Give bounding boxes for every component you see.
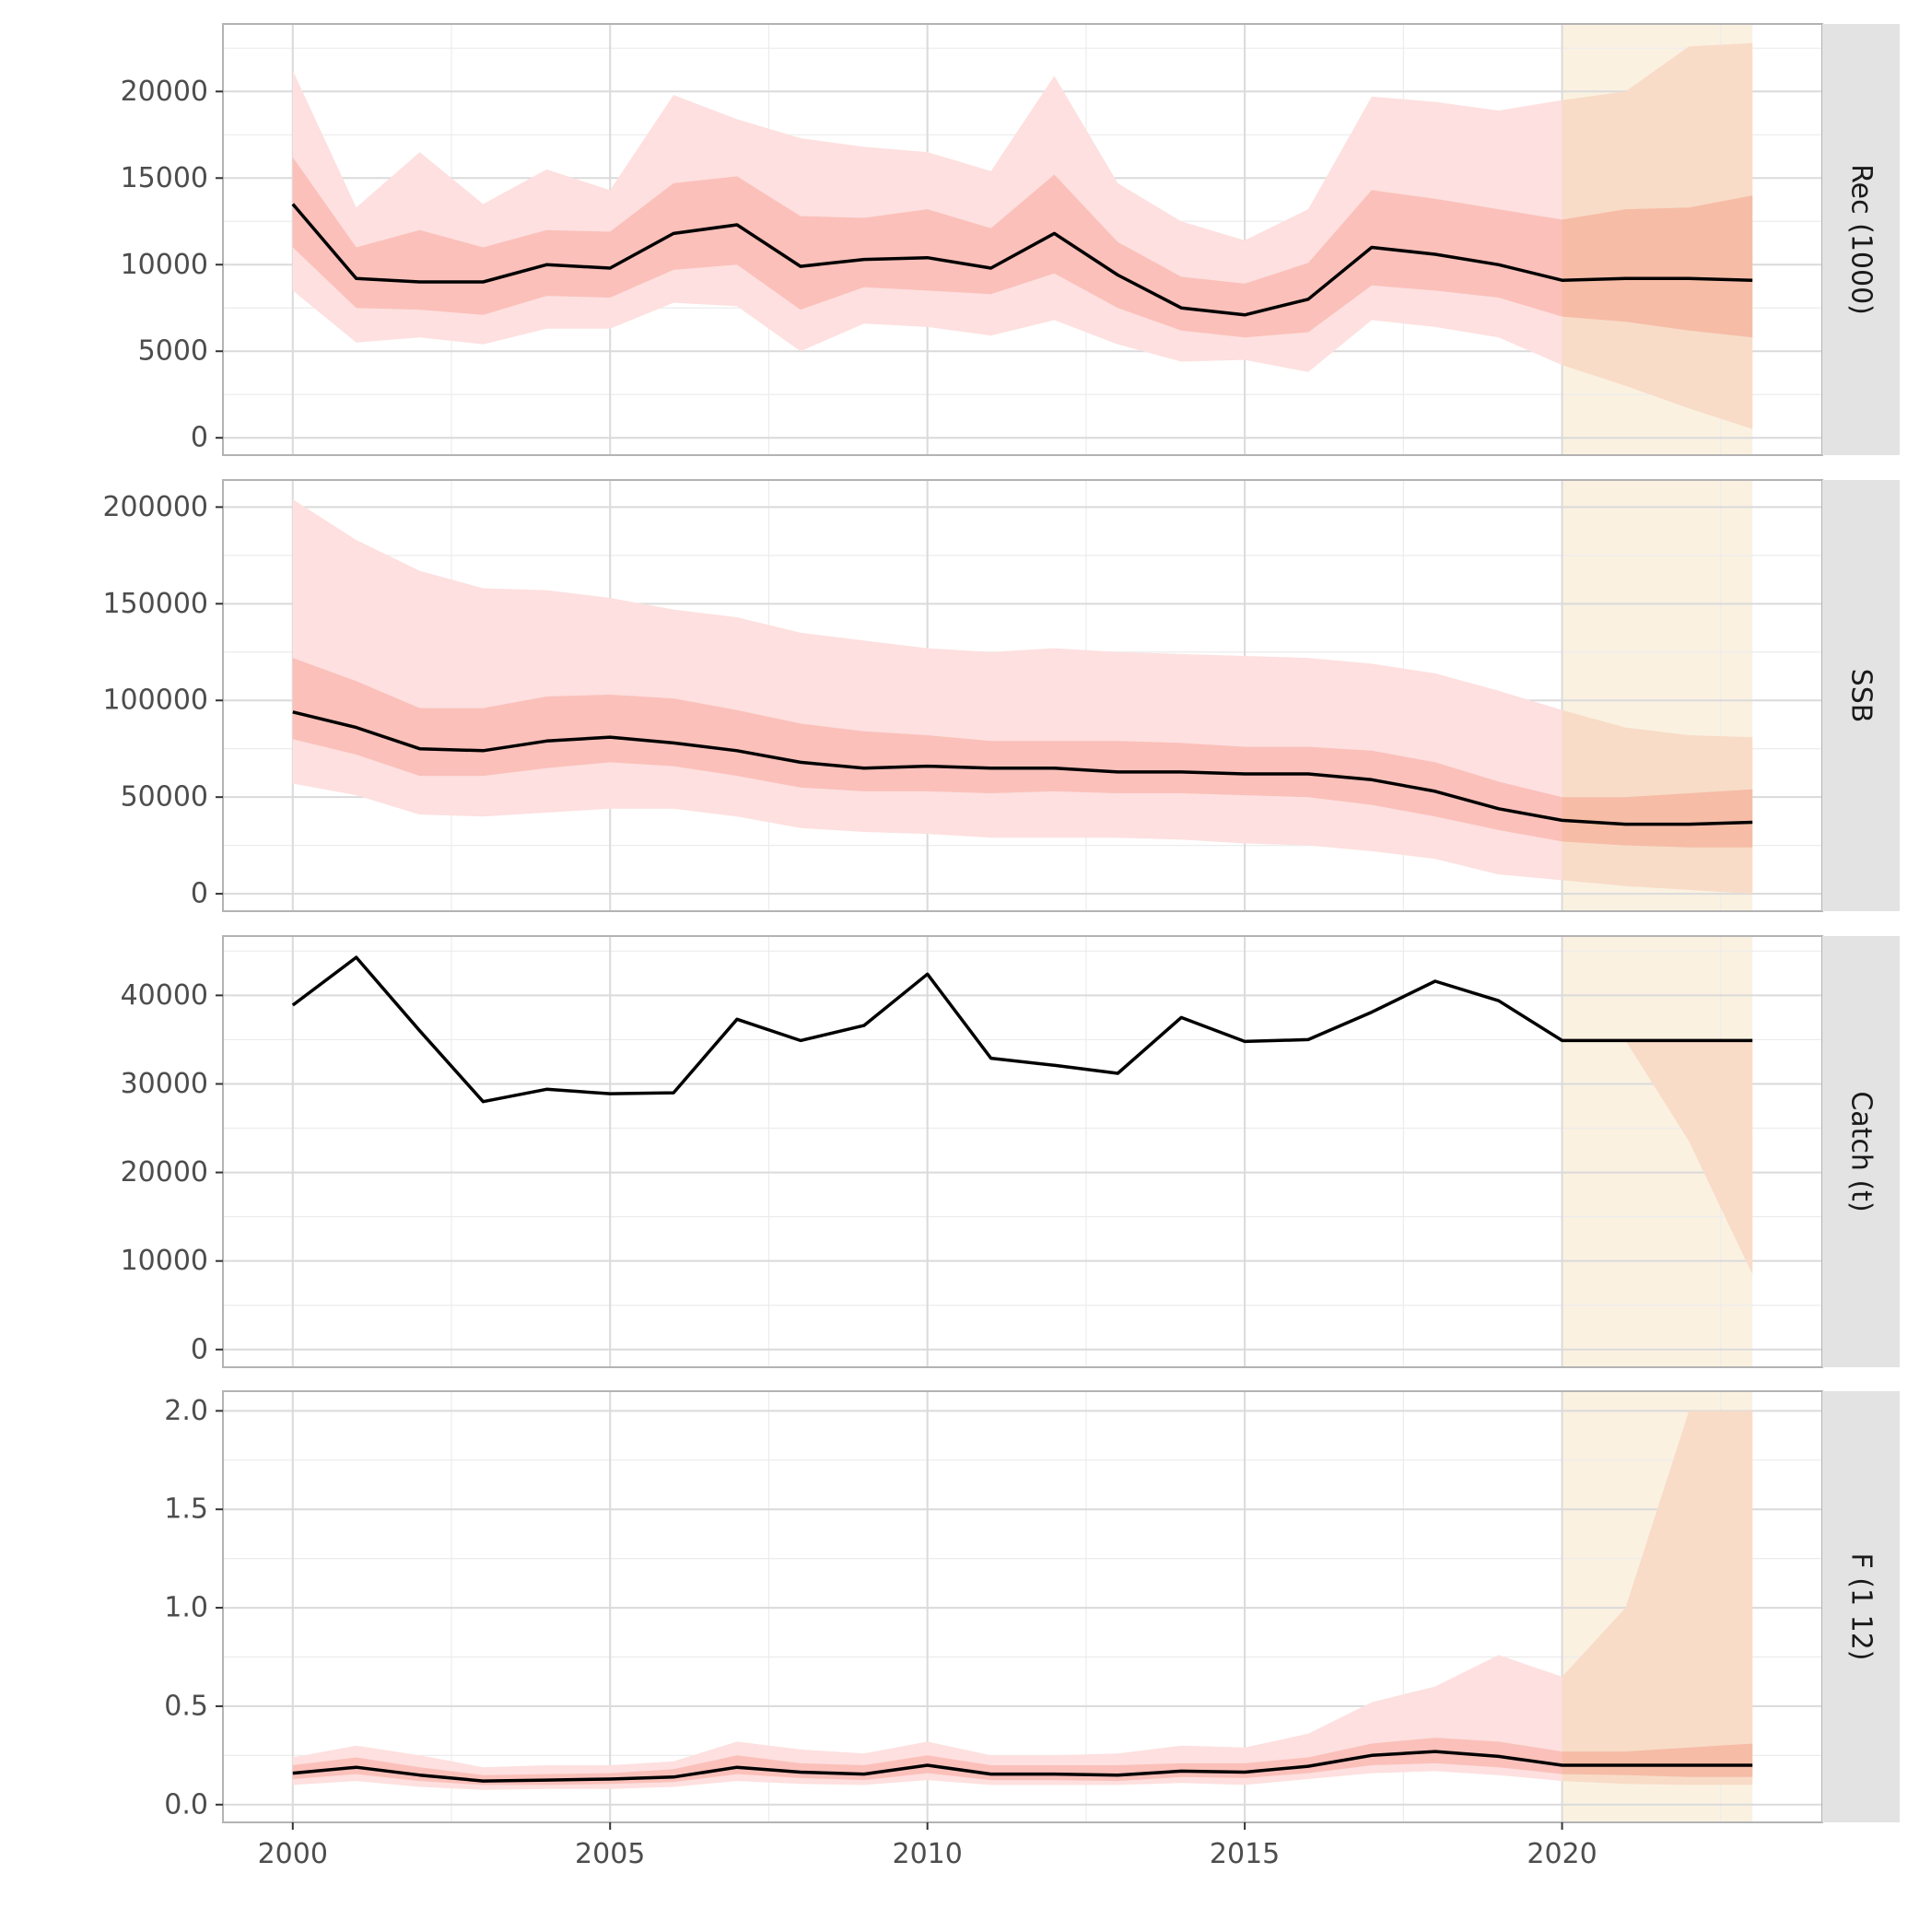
- facet-strip: [1822, 24, 1900, 455]
- inner-uncertainty-band-projection: [1562, 789, 1753, 848]
- y-tick-label: 1.5: [164, 1493, 208, 1526]
- inner-uncertainty-band-projection: [1562, 1743, 1753, 1777]
- y-tick-label: 10000: [121, 249, 208, 281]
- median-line: [292, 1750, 1753, 1783]
- median-line: [291, 955, 1753, 1104]
- inner-uncertainty-band: [292, 658, 1562, 842]
- facet-strip: [1822, 1391, 1900, 1822]
- x-tick-label: 2010: [892, 1838, 962, 1870]
- facet-strip-label: Rec (1000): [1845, 164, 1878, 315]
- y-tick-label: 150000: [102, 588, 208, 620]
- y-tick-label: 2.0: [164, 1395, 208, 1427]
- outer-uncertainty-band-projection: [1562, 1411, 1753, 1786]
- projection-uncertainty-band: [1562, 1040, 1753, 1275]
- y-tick-label: 0: [191, 1333, 208, 1365]
- x-tick-label: 2015: [1210, 1838, 1280, 1870]
- y-tick-label: 0.0: [164, 1788, 208, 1821]
- facet-strip-label: Catch (t): [1845, 1091, 1878, 1212]
- x-tick-label: 2020: [1527, 1838, 1597, 1870]
- x-tick-label: 2000: [258, 1838, 328, 1870]
- facet-strip-label: F (1 12): [1845, 1553, 1878, 1661]
- panel-2: 0 50000 100000 150000 200000 SSB: [102, 479, 1900, 912]
- y-tick-label: 20000: [121, 76, 208, 108]
- facet-strip: [1822, 480, 1900, 911]
- y-tick-label: 5000: [138, 335, 208, 368]
- facet-strip: [1822, 936, 1900, 1367]
- inner-uncertainty-band: [292, 157, 1562, 338]
- y-tick-label: 50000: [121, 781, 208, 814]
- outer-uncertainty-band: [292, 1655, 1562, 1790]
- panel-data-layer: [292, 499, 1753, 895]
- y-tick-label: 100000: [102, 685, 208, 717]
- y-tick-label: 40000: [121, 979, 208, 1012]
- y-tick-label: 200000: [102, 491, 208, 523]
- x-tick-label: 2005: [575, 1838, 645, 1870]
- y-tick-label: 0: [191, 878, 208, 910]
- panel-data-layer: [292, 1411, 1753, 1790]
- y-tick-label: 10000: [121, 1245, 208, 1277]
- panel-3: 0 10000 20000 30000 40000 Catch (t): [121, 935, 1900, 1368]
- median-line: [291, 203, 1753, 317]
- panel-4: 0.0 0.5 1.0 1.5 2.0 F (1 12): [164, 1390, 1900, 1823]
- y-tick-label: 0: [191, 422, 208, 454]
- y-tick-label: 30000: [121, 1068, 208, 1100]
- y-tick-label: 20000: [121, 1156, 208, 1188]
- median-line: [292, 710, 1753, 826]
- facet-strip-label: SSB: [1845, 669, 1878, 723]
- panel-1: 0 5000 10000 15000 20000 Rec (1000): [121, 23, 1900, 456]
- y-tick-label: 15000: [121, 162, 208, 194]
- y-tick-label: 0.5: [164, 1690, 208, 1722]
- y-tick-label: 1.0: [164, 1592, 208, 1624]
- inner-uncertainty-band-projection: [1562, 195, 1753, 338]
- panel-data-layer: [291, 42, 1753, 429]
- panel-data-layer: [291, 955, 1753, 1275]
